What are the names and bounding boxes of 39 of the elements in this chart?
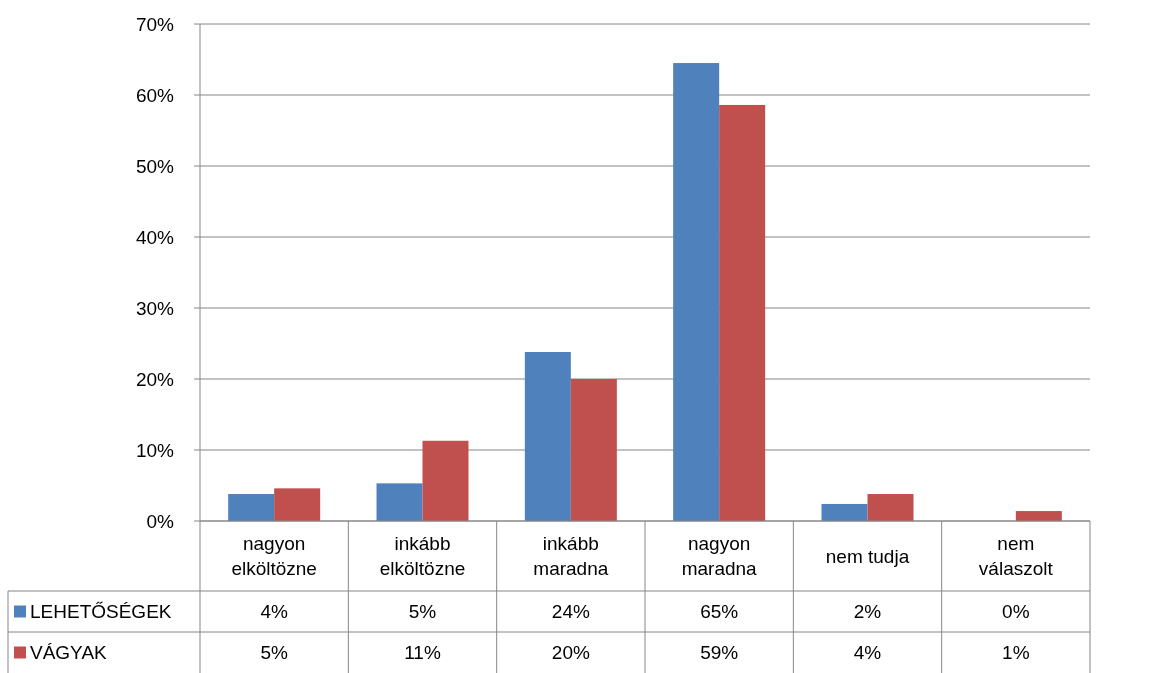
y-tick-label: 60% xyxy=(135,84,175,106)
data-label: 0% xyxy=(1002,601,1030,623)
legend-label: LEHETŐSÉGEK xyxy=(30,601,172,623)
bar xyxy=(422,440,469,521)
x-tick-label: nem válaszolt xyxy=(978,533,1054,580)
data-label: 4% xyxy=(260,601,288,623)
bar xyxy=(274,488,321,521)
y-tick-label: 30% xyxy=(135,297,175,319)
y-tick-label: 50% xyxy=(135,155,175,177)
bar xyxy=(524,352,571,521)
data-label: 5% xyxy=(408,601,437,623)
data-label: 11% xyxy=(404,642,441,664)
bar xyxy=(570,379,617,521)
data-label: 4% xyxy=(853,642,882,664)
x-tick-label: inkább maradna xyxy=(533,533,609,580)
bar xyxy=(821,503,868,521)
x-tick-label: inkább elköltözne xyxy=(379,533,466,580)
data-label: 24% xyxy=(551,601,590,623)
y-tick-label: 10% xyxy=(135,439,175,461)
data-label: 2% xyxy=(853,601,882,623)
bar xyxy=(867,494,914,521)
y-tick-label: 40% xyxy=(135,226,175,248)
bar xyxy=(719,104,766,521)
data-label: 65% xyxy=(700,601,739,623)
data-label: 20% xyxy=(551,642,590,664)
x-tick-label: nagyon maradna xyxy=(681,533,758,580)
bar xyxy=(1015,511,1062,521)
data-label: 59% xyxy=(700,642,739,664)
y-tick-label: 0% xyxy=(146,510,175,532)
data-label: 5% xyxy=(260,642,288,664)
data-label: 1% xyxy=(1002,642,1030,664)
bar xyxy=(376,483,423,521)
bar xyxy=(673,63,720,521)
x-tick-label: nagyon elköltözne xyxy=(231,533,317,580)
legend-label: VÁGYAK xyxy=(30,642,108,664)
x-tick-label: nem tudja xyxy=(825,545,910,567)
y-tick-label: 20% xyxy=(135,368,175,390)
y-tick-label: 70% xyxy=(135,13,175,35)
bar xyxy=(228,494,275,521)
